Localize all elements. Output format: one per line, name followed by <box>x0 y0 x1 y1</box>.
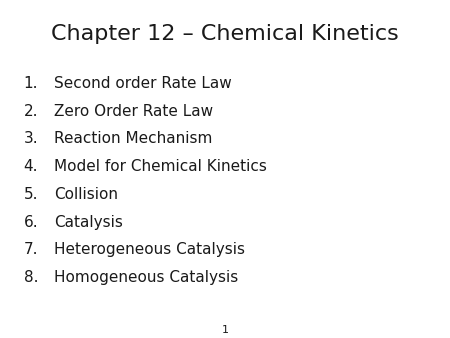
Text: Heterogeneous Catalysis: Heterogeneous Catalysis <box>54 242 245 257</box>
Text: 1.: 1. <box>24 76 38 91</box>
Text: Collision: Collision <box>54 187 118 202</box>
Text: 2.: 2. <box>24 104 38 119</box>
Text: Reaction Mechanism: Reaction Mechanism <box>54 131 212 146</box>
Text: 1: 1 <box>221 324 229 335</box>
Text: Second order Rate Law: Second order Rate Law <box>54 76 232 91</box>
Text: Catalysis: Catalysis <box>54 215 123 230</box>
Text: 6.: 6. <box>23 215 38 230</box>
Text: Chapter 12 – Chemical Kinetics: Chapter 12 – Chemical Kinetics <box>51 24 399 44</box>
Text: 3.: 3. <box>23 131 38 146</box>
Text: Model for Chemical Kinetics: Model for Chemical Kinetics <box>54 159 267 174</box>
Text: 7.: 7. <box>24 242 38 257</box>
Text: 5.: 5. <box>24 187 38 202</box>
Text: Zero Order Rate Law: Zero Order Rate Law <box>54 104 213 119</box>
Text: 8.: 8. <box>24 270 38 285</box>
Text: Homogeneous Catalysis: Homogeneous Catalysis <box>54 270 238 285</box>
Text: 4.: 4. <box>24 159 38 174</box>
